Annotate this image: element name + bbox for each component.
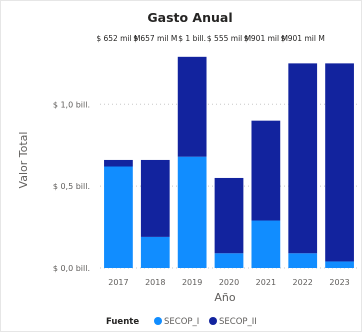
bar-secop-i-2017 [104,166,133,268]
data-label: $ 1 bill. [178,34,206,43]
bar-secop-ii-2017 [104,159,133,167]
legend-label: SECOP_I [164,317,199,327]
y-tick-label: $ 1,0 bill. [53,100,90,109]
legend-title: Fuente [106,317,139,327]
data-label: $ 652 mil M [96,34,140,43]
bar-secop-ii-2019 [177,56,207,157]
y-axis-ticks: $ 0,0 bill. $ 0,5 bill. $ 1,0 bill. [53,100,90,273]
legend: Fuente SECOP_I SECOP_II [106,317,257,327]
bars [104,56,354,268]
bar-secop-i-2019 [177,156,207,268]
data-label: $ 657 mil M [133,34,177,43]
x-tick-label: 2017 [108,278,128,287]
bar-secop-ii-2021 [251,120,281,221]
data-label: $ 555 mil M [207,34,251,43]
x-axis-label: Año [214,291,235,304]
y-tick-label: $ 0,0 bill. [53,264,90,273]
bar-secop-i-2021 [251,220,281,268]
y-tick-label: $ 0,5 bill. [53,182,90,191]
legend-marker-secop-i [154,317,162,325]
x-axis-ticks: 2017 2018 2019 2020 2021 2022 2023 [108,278,350,287]
x-tick-label: 2023 [329,278,349,287]
bar-secop-ii-2020 [214,177,244,254]
x-tick-label: 2020 [219,278,239,287]
legend-marker-secop-ii [209,317,217,325]
x-tick-label: 2018 [145,278,165,287]
bar-secop-ii-2023 [325,63,354,262]
x-tick-label: 2021 [256,278,276,287]
data-labels: $ 652 mil M$ 657 mil M $ 1 bill. $ 555 mil… [96,34,324,43]
bar-secop-i-2020 [214,253,244,268]
y-axis-label: Valor Total [17,132,30,189]
data-label: $ 901 mil M [281,34,325,43]
x-tick-label: 2019 [182,278,202,287]
bar-secop-i-2022 [288,253,318,268]
bar-secop-ii-2022 [288,63,318,254]
chart-title: Gasto Anual [147,10,232,25]
bar-secop-i-2023 [325,261,354,268]
x-tick-label: 2022 [293,278,313,287]
bar-secop-ii-2018 [140,159,170,237]
data-label: $ 901 mil M [244,34,288,43]
bar-secop-i-2018 [140,236,170,268]
legend-label: SECOP_II [219,317,257,327]
